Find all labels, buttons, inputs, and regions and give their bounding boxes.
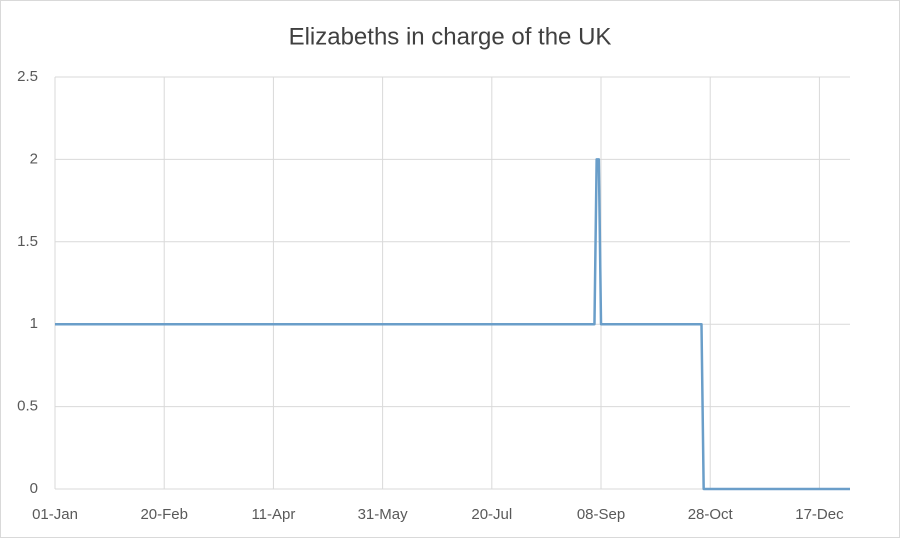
y-tick-label: 0 (30, 480, 38, 497)
x-tick-label: 20-Feb (140, 506, 188, 523)
y-tick-label: 1.5 (17, 233, 38, 250)
x-tick-label: 08-Sep (577, 506, 625, 523)
x-tick-label: 11-Apr (251, 506, 295, 523)
y-tick-label: 2.5 (17, 68, 38, 85)
y-tick-label: 2 (30, 150, 38, 167)
data-line (55, 158, 850, 491)
x-tick-label: 20-Jul (471, 506, 512, 523)
x-tick-label: 31-May (358, 506, 409, 523)
x-tick-label: 17-Dec (795, 506, 844, 523)
y-tick-label: 0.5 (17, 398, 38, 415)
x-tick-label: 01-Jan (32, 506, 78, 523)
x-tick-label: 28-Oct (688, 506, 734, 523)
y-tick-label: 1 (30, 315, 38, 332)
chart-title: Elizabeths in charge of the UK (289, 23, 612, 50)
